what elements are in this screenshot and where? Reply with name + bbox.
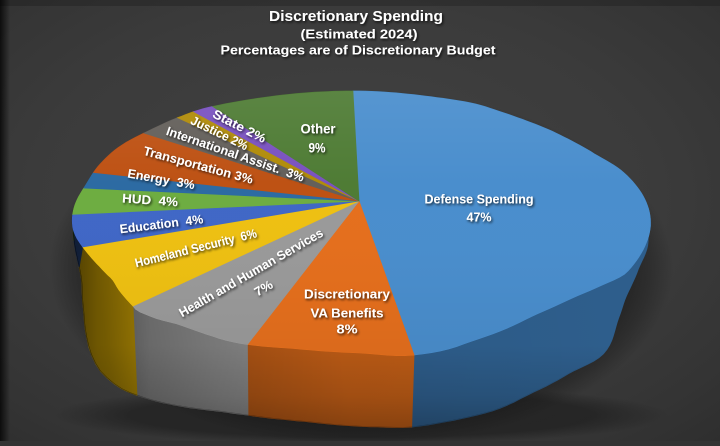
svg-text:VA Benefits: VA Benefits — [311, 305, 384, 320]
svg-text:Defense Spending: Defense Spending — [425, 191, 534, 206]
svg-text:Percentages are of Discretiona: Percentages are of Discretionary Budget — [221, 43, 497, 57]
svg-text:Discretionary Spending: Discretionary Spending — [269, 8, 443, 25]
svg-text:(Estimated 2024): (Estimated 2024) — [301, 27, 418, 41]
svg-text:47%: 47% — [467, 209, 493, 224]
svg-text:Other: Other — [301, 122, 337, 137]
svg-text:HUD 4%: HUD 4% — [122, 191, 179, 209]
svg-text:Discretionary: Discretionary — [304, 286, 391, 301]
svg-text:9%: 9% — [309, 141, 326, 156]
svg-text:8%: 8% — [337, 321, 359, 336]
